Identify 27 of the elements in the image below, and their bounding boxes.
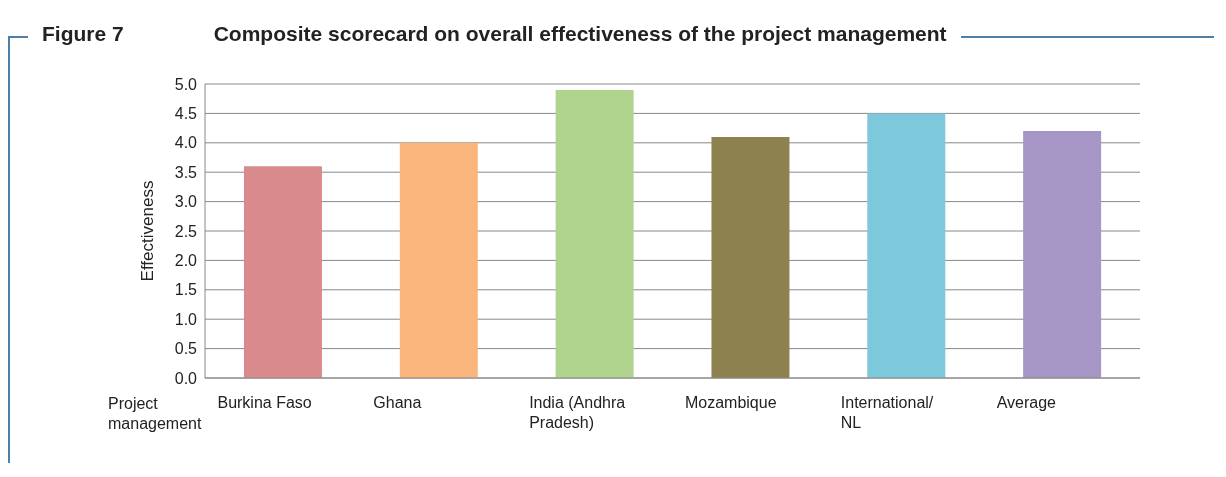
- bar: [867, 113, 946, 378]
- bar: [1023, 131, 1102, 378]
- bar: [243, 166, 322, 378]
- x-tick-label: India (Andhra Pradesh): [529, 394, 626, 431]
- x-tick-label: International/ NL: [840, 394, 934, 431]
- caption: Figure 7: [42, 22, 124, 45]
- y-tick-label: 4.5: [174, 105, 198, 123]
- x-tick-label: Mozambique: [684, 394, 777, 411]
- y-axis-title: Effectiveness: [138, 180, 158, 282]
- x-axis-title: Project management: [108, 394, 203, 434]
- x-tick-label: Ghana: [373, 394, 422, 411]
- bar: [399, 142, 478, 378]
- y-tick-label: 1.0: [174, 310, 198, 328]
- y-tick-label: 2.0: [174, 252, 198, 270]
- y-tick-label: 3.0: [174, 193, 198, 211]
- bar: [711, 136, 790, 378]
- y-tick-label: 0.5: [174, 340, 198, 358]
- y-tick-label: 4.0: [174, 134, 198, 152]
- bar: [555, 89, 634, 378]
- y-tick-label: 1.5: [174, 281, 198, 299]
- y-tick-label: 2.5: [174, 222, 198, 240]
- x-tick-label: Average: [996, 394, 1057, 411]
- y-tick-label: 5.0: [174, 75, 198, 93]
- y-tick-label: 0.0: [174, 369, 198, 387]
- x-tick-label: Burkina Faso: [217, 394, 312, 411]
- chart-title: Composite scorecard on overall effectiveness of the project management: [213, 22, 947, 45]
- y-tick-label: 3.5: [174, 163, 198, 181]
